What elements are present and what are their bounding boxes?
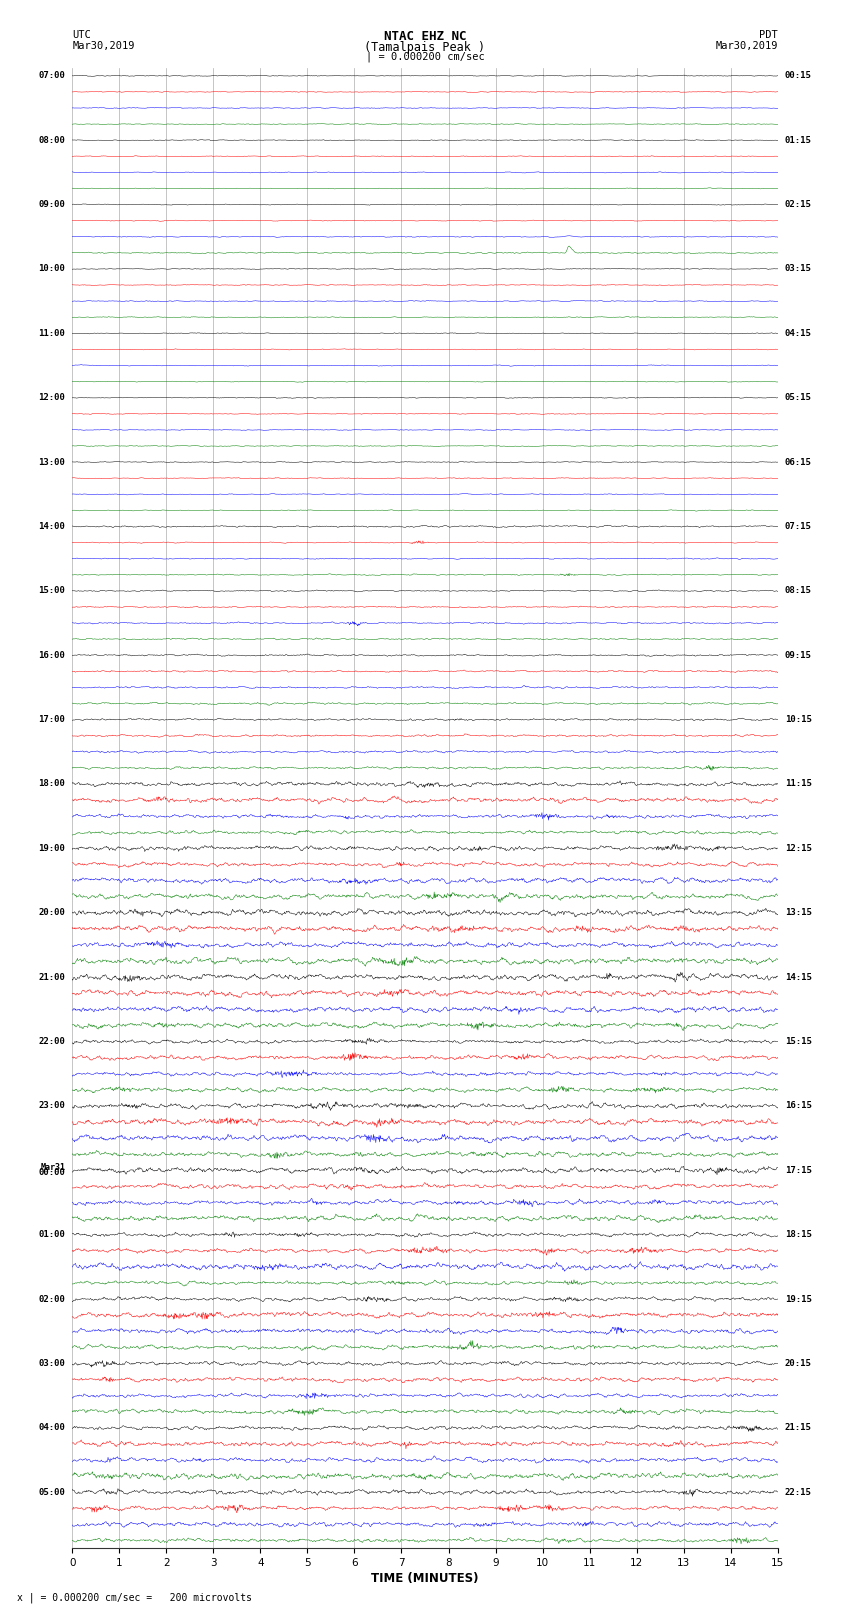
Text: 02:15: 02:15 (785, 200, 812, 210)
Text: 21:15: 21:15 (785, 1423, 812, 1432)
Text: PDT: PDT (759, 31, 778, 40)
Text: 18:15: 18:15 (785, 1231, 812, 1239)
Text: 00:15: 00:15 (785, 71, 812, 81)
Text: 01:15: 01:15 (785, 135, 812, 145)
Text: 11:00: 11:00 (38, 329, 65, 337)
Text: 17:15: 17:15 (785, 1166, 812, 1174)
Text: 22:00: 22:00 (38, 1037, 65, 1045)
Text: 14:15: 14:15 (785, 973, 812, 982)
Text: 16:00: 16:00 (38, 650, 65, 660)
Text: x | = 0.000200 cm/sec =   200 microvolts: x | = 0.000200 cm/sec = 200 microvolts (17, 1592, 252, 1603)
Text: NTAC EHZ NC: NTAC EHZ NC (383, 31, 467, 44)
Text: 15:00: 15:00 (38, 587, 65, 595)
Text: 22:15: 22:15 (785, 1487, 812, 1497)
Text: 05:00: 05:00 (38, 1487, 65, 1497)
Text: 10:15: 10:15 (785, 715, 812, 724)
Text: 19:15: 19:15 (785, 1295, 812, 1303)
Text: 12:00: 12:00 (38, 394, 65, 402)
Text: 15:15: 15:15 (785, 1037, 812, 1045)
Text: 08:15: 08:15 (785, 587, 812, 595)
Text: 01:00: 01:00 (38, 1231, 65, 1239)
Text: | = 0.000200 cm/sec: | = 0.000200 cm/sec (366, 52, 484, 63)
Text: 05:15: 05:15 (785, 394, 812, 402)
Text: 19:00: 19:00 (38, 844, 65, 853)
Text: 13:00: 13:00 (38, 458, 65, 466)
Text: 21:00: 21:00 (38, 973, 65, 982)
Text: 11:15: 11:15 (785, 779, 812, 789)
Text: 04:15: 04:15 (785, 329, 812, 337)
Text: 18:00: 18:00 (38, 779, 65, 789)
Text: 16:15: 16:15 (785, 1102, 812, 1110)
Text: 09:15: 09:15 (785, 650, 812, 660)
Text: 06:15: 06:15 (785, 458, 812, 466)
Text: 12:15: 12:15 (785, 844, 812, 853)
Text: Mar31: Mar31 (40, 1163, 65, 1173)
Text: 23:00: 23:00 (38, 1102, 65, 1110)
Text: 03:15: 03:15 (785, 265, 812, 274)
Text: 10:00: 10:00 (38, 265, 65, 274)
Text: Mar30,2019: Mar30,2019 (72, 40, 135, 52)
Text: 04:00: 04:00 (38, 1423, 65, 1432)
Text: UTC: UTC (72, 31, 91, 40)
Text: 13:15: 13:15 (785, 908, 812, 918)
Text: 07:15: 07:15 (785, 523, 812, 531)
Text: (Tamalpais Peak ): (Tamalpais Peak ) (365, 40, 485, 55)
Text: 02:00: 02:00 (38, 1295, 65, 1303)
Text: 08:00: 08:00 (38, 135, 65, 145)
X-axis label: TIME (MINUTES): TIME (MINUTES) (371, 1573, 479, 1586)
Text: 03:00: 03:00 (38, 1358, 65, 1368)
Text: Mar30,2019: Mar30,2019 (715, 40, 778, 52)
Text: 20:00: 20:00 (38, 908, 65, 918)
Text: 14:00: 14:00 (38, 523, 65, 531)
Text: 17:00: 17:00 (38, 715, 65, 724)
Text: 00:00: 00:00 (38, 1168, 65, 1177)
Text: 09:00: 09:00 (38, 200, 65, 210)
Text: 20:15: 20:15 (785, 1358, 812, 1368)
Text: 07:00: 07:00 (38, 71, 65, 81)
